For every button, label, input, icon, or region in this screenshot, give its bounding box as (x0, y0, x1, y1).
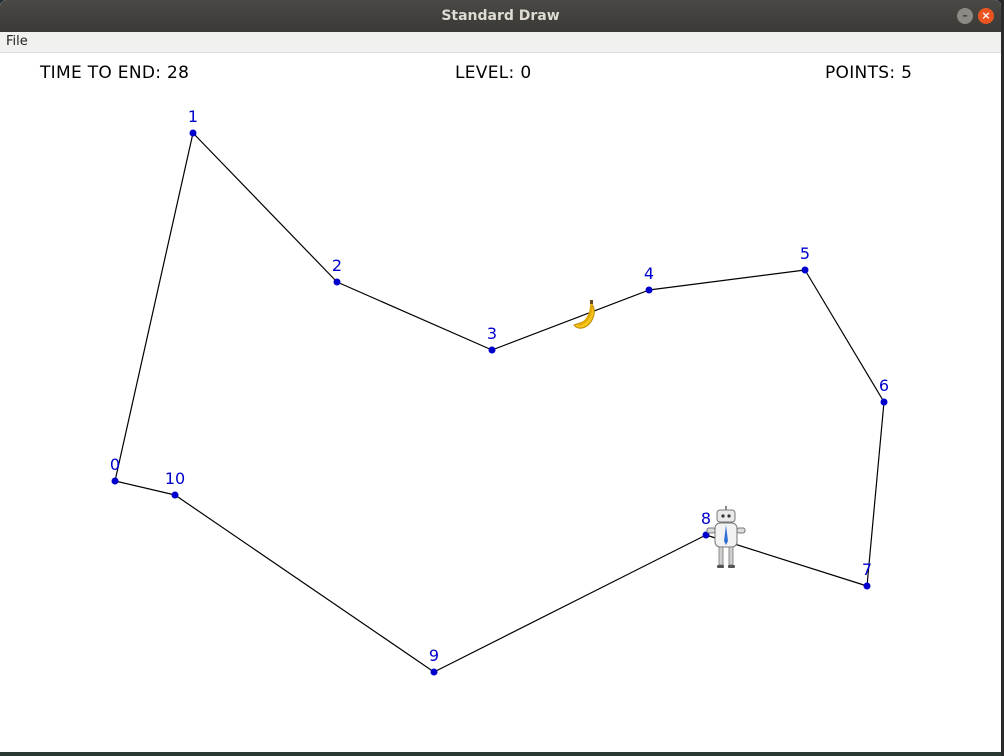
route-nodes: 0 1 2 3 4 5 6 7 8 9 10 (110, 107, 889, 676)
route-edge (114, 480, 176, 496)
route-node-label: 10 (165, 469, 185, 488)
route-node-label: 0 (110, 455, 120, 474)
route-node-10 (171, 491, 179, 499)
route-node-9 (430, 668, 438, 676)
time-to-end: TIME TO END: 28 (40, 63, 189, 83)
route-edge (491, 289, 650, 351)
time-label: TIME TO END: (40, 63, 162, 83)
route-node-label: 2 (332, 256, 342, 275)
route-edge (114, 132, 194, 482)
route-node-2 (333, 278, 341, 286)
minimize-button[interactable]: – (957, 8, 973, 24)
close-button[interactable]: × (978, 8, 994, 24)
route-edge (174, 494, 435, 673)
route-node-label: 6 (879, 376, 889, 395)
route-edge (433, 534, 707, 673)
route-edges (114, 132, 885, 673)
route-edge (804, 269, 885, 403)
route-edge (648, 269, 806, 291)
banana-icon (573, 300, 595, 329)
points-label: POINTS: (825, 63, 896, 83)
route-node-label: 5 (800, 244, 810, 263)
level-label: LEVEL: (455, 63, 515, 83)
route-node-5 (801, 266, 809, 274)
route-node-6 (880, 398, 888, 406)
robot-icon (706, 506, 746, 568)
menu-bar: File (0, 32, 1001, 53)
route-node-label: 3 (487, 324, 497, 343)
route-node-4 (645, 286, 653, 294)
window-title: Standard Draw (441, 8, 560, 24)
route-node-0 (111, 477, 119, 485)
route-node-label: 4 (644, 264, 654, 283)
route-edge (336, 281, 493, 351)
route-edge (866, 401, 885, 587)
route-graph: 0 1 2 3 4 5 6 7 8 9 10 (110, 107, 889, 676)
time-value: 28 (166, 63, 190, 83)
screen-edge (1001, 0, 1004, 756)
draw-canvas[interactable]: TIME TO END: 28 LEVEL: 0 POINTS: 5 0 1 2 3 4… (0, 53, 1001, 756)
points-display: POINTS: 5 (825, 63, 912, 83)
level-value: 0 (520, 63, 532, 83)
route-node-3 (488, 346, 496, 354)
desktop-strip (0, 752, 1001, 756)
level-display: LEVEL: 0 (455, 63, 531, 83)
points-value: 5 (901, 63, 913, 83)
route-edge (192, 132, 338, 283)
route-node-1 (189, 129, 197, 137)
route-node-7 (863, 582, 871, 590)
route-node-label: 7 (862, 560, 872, 579)
route-node-label: 9 (429, 646, 439, 665)
title-bar[interactable]: Standard Draw – × (0, 0, 1001, 32)
route-node-label: 8 (701, 509, 711, 528)
route-node-label: 1 (188, 107, 198, 126)
menu-file[interactable]: File (6, 34, 28, 49)
